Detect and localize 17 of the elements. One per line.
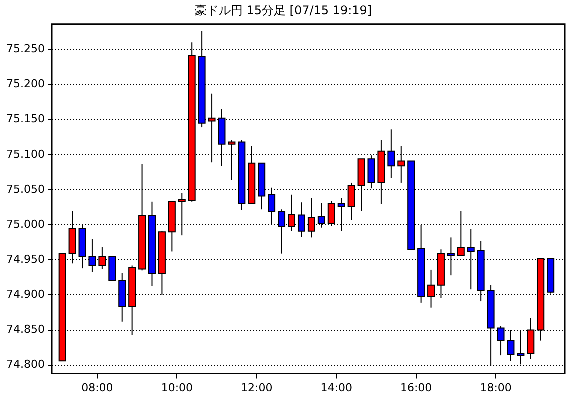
x-tick-label: 08:00 (82, 381, 114, 394)
x-tick-label: 16:00 (400, 381, 432, 394)
x-tick-label: 14:00 (320, 381, 352, 394)
y-tick-label: 75.250 (6, 42, 45, 56)
y-tick-label: 74.900 (6, 288, 45, 302)
y-tick-label: 75.050 (6, 182, 45, 196)
y-tick-label: 75.100 (6, 148, 45, 161)
x-tick-label: 12:00 (241, 381, 273, 394)
x-tick-label: 10:00 (161, 381, 194, 394)
y-tick-label: 75.200 (6, 78, 45, 91)
y-tick-label: 75.150 (6, 112, 45, 126)
x-tick-label: 18:00 (480, 381, 512, 394)
y-tick-label: 74.800 (6, 358, 45, 372)
y-tick-label: 74.950 (6, 253, 45, 266)
y-tick-label: 75.000 (6, 218, 45, 231)
chart-title: 豪ドル円 15分足 [07/15 19:19] (194, 3, 372, 18)
y-tick-label: 74.850 (6, 323, 45, 336)
